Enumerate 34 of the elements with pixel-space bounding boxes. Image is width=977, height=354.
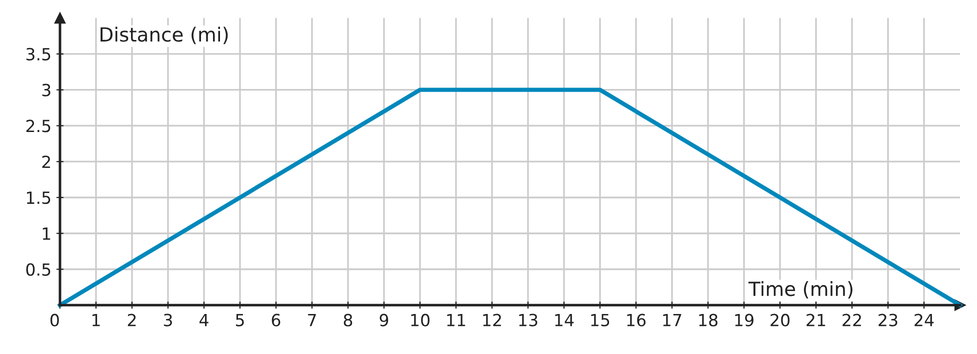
x-tick-label: 17 [663,314,682,326]
x-tick-label: 9 [380,314,388,326]
y-tick-label: 3 [42,84,50,96]
x-tick-label: 20 [770,314,790,326]
x-tick-label: 19 [735,314,754,326]
x-tick-label: 3 [164,314,172,326]
y-tick-label: 1.5 [26,192,50,204]
x-tick-label: 24 [914,314,934,326]
x-tick-label: 6 [272,314,280,326]
x-tick-label: 14 [555,314,574,326]
x-tick-label: 2 [128,314,136,326]
x-tick-label: 21 [806,314,826,326]
x-tick-label: 8 [344,314,352,326]
x-tick-label: 22 [842,314,861,326]
x-tick-label: 18 [699,314,718,326]
x-tick-label: 12 [483,314,501,326]
y-axis-title: Distance (mi) [100,26,228,44]
x-tick-label: 13 [519,314,538,326]
x-tick-label: 7 [308,314,316,326]
x-tick-label: 0 [50,314,59,326]
x-tick-label: 1 [92,314,100,326]
x-tick-label: 15 [591,314,610,326]
y-tick-label: 2 [42,156,50,168]
x-tick-label: 10 [411,314,430,326]
x-tick-label: 23 [878,314,898,326]
y-tick-label: 0.5 [26,263,50,276]
x-tick-label: 4 [200,314,208,326]
y-tick-label: 2.5 [26,120,50,132]
x-axis-title: Time (min) [748,281,852,298]
y-tick-label: 3.5 [26,48,50,61]
x-tick-label: 5 [236,314,244,326]
y-tick-label: 1 [42,228,50,240]
x-tick-label: 16 [627,314,646,326]
x-tick-label: 11 [447,314,466,326]
